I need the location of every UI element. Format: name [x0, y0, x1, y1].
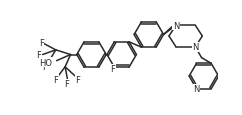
Text: F: F — [110, 65, 115, 74]
Text: F: F — [64, 80, 69, 88]
Text: N: N — [193, 85, 200, 93]
Text: F: F — [39, 38, 44, 47]
Text: F: F — [36, 51, 41, 59]
Text: N: N — [192, 43, 198, 52]
Text: N: N — [173, 22, 179, 30]
Text: F: F — [53, 75, 58, 84]
Text: HO: HO — [39, 58, 52, 67]
Text: F: F — [43, 62, 47, 71]
Text: F: F — [75, 75, 80, 84]
